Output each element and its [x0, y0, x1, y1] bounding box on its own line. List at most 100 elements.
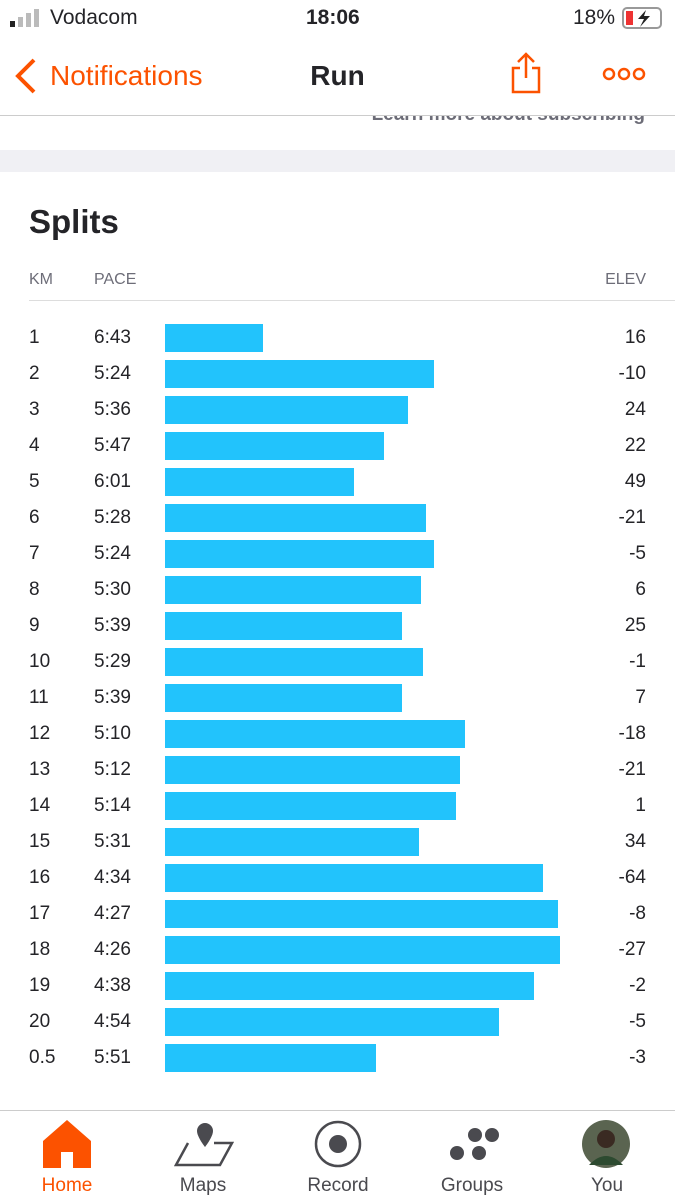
back-button[interactable]: Notifications — [50, 60, 203, 91]
pace-bar — [165, 792, 456, 820]
pace-bar — [165, 972, 534, 1000]
km-cell: 2 — [29, 363, 40, 384]
km-cell: 19 — [29, 975, 51, 996]
km-cell: 17 — [29, 903, 51, 924]
elev-cell: -2 — [629, 975, 646, 996]
pace-cell: 4:27 — [94, 903, 131, 924]
pace-bar — [165, 360, 435, 388]
tab-label[interactable]: Groups — [440, 1175, 504, 1196]
pace-cell: 5:10 — [94, 723, 131, 744]
pace-cell: 5:31 — [94, 831, 131, 852]
header-elev: ELEV — [605, 271, 646, 288]
header-pace: PACE — [94, 271, 137, 288]
elev-cell: -21 — [618, 759, 646, 780]
km-cell: 13 — [29, 759, 51, 780]
pace-bar — [165, 576, 422, 604]
signal-icon — [10, 9, 39, 27]
pace-bar — [165, 324, 263, 352]
km-cell: 15 — [29, 831, 51, 852]
pace-cell: 4:26 — [94, 939, 131, 960]
elev-cell: 49 — [624, 471, 646, 492]
share-icon[interactable] — [510, 52, 542, 94]
km-cell: 12 — [29, 723, 51, 744]
km-cell: 20 — [29, 1011, 51, 1032]
km-cell: 8 — [29, 579, 40, 600]
elev-cell: -18 — [618, 723, 646, 744]
pace-cell: 5:30 — [94, 579, 131, 600]
maps-icon[interactable] — [174, 1121, 234, 1167]
pace-cell: 5:28 — [94, 507, 131, 528]
tab-label[interactable]: Home — [41, 1175, 93, 1196]
km-cell: 0.5 — [29, 1047, 56, 1068]
more-icon[interactable] — [602, 67, 646, 81]
km-cell: 1 — [29, 327, 40, 348]
pace-bar — [165, 432, 385, 460]
km-cell: 18 — [29, 939, 51, 960]
banner-clip: Learn more about subscribing — [0, 116, 675, 130]
pace-bar — [165, 684, 402, 712]
tab-label[interactable]: Maps — [179, 1175, 227, 1196]
pace-cell: 5:39 — [94, 615, 131, 636]
pace-bar — [165, 756, 461, 784]
pace-bar — [165, 468, 355, 496]
pace-cell: 5:29 — [94, 651, 131, 672]
pace-cell: 6:01 — [94, 471, 131, 492]
tab-label[interactable]: Record — [307, 1175, 369, 1196]
km-cell: 7 — [29, 543, 40, 564]
pace-cell: 5:36 — [94, 399, 131, 420]
pace-bar — [165, 828, 420, 856]
groups-icon[interactable] — [448, 1125, 502, 1165]
elev-cell: -5 — [629, 543, 646, 564]
km-cell: 10 — [29, 651, 51, 672]
pace-bar — [165, 720, 465, 748]
km-cell: 14 — [29, 795, 51, 816]
pace-cell: 5:39 — [94, 687, 131, 708]
elev-cell: 34 — [624, 831, 646, 852]
elev-cell: 1 — [635, 795, 646, 816]
record-icon[interactable] — [313, 1119, 363, 1169]
status-bar: Vodacom 18:06 18% — [0, 0, 675, 40]
pace-cell: 5:24 — [94, 543, 131, 564]
km-cell: 5 — [29, 471, 40, 492]
elev-cell: -64 — [618, 867, 646, 888]
back-icon[interactable] — [14, 58, 38, 94]
header-rule — [29, 300, 675, 301]
km-cell: 6 — [29, 507, 40, 528]
battery-icon — [622, 7, 662, 29]
subscribe-link[interactable]: Learn more about subscribing — [372, 116, 645, 126]
tab-bar — [0, 1110, 675, 1201]
carrier: Vodacom — [50, 6, 138, 29]
avatar[interactable] — [581, 1119, 631, 1169]
elev-cell: -27 — [618, 939, 646, 960]
pace-bar — [165, 936, 560, 964]
elev-cell: 16 — [624, 327, 646, 348]
section-title: Splits — [29, 203, 119, 240]
pace-cell: 5:12 — [94, 759, 131, 780]
km-cell: 9 — [29, 615, 40, 636]
pace-cell: 4:38 — [94, 975, 131, 996]
pace-bar — [165, 540, 435, 568]
pace-cell: 5:47 — [94, 435, 131, 456]
pace-cell: 4:34 — [94, 867, 131, 888]
elev-cell: -1 — [629, 651, 646, 672]
elev-cell: 24 — [624, 399, 646, 420]
pace-cell: 4:54 — [94, 1011, 131, 1032]
km-cell: 11 — [29, 687, 49, 708]
pace-bar — [165, 504, 426, 532]
tab-label[interactable]: You — [590, 1175, 624, 1196]
pace-bar — [165, 612, 402, 640]
separator — [0, 150, 675, 172]
pace-bar — [165, 900, 558, 928]
clock: 18:06 — [306, 6, 360, 29]
km-cell: 16 — [29, 867, 51, 888]
pace-cell: 6:43 — [94, 327, 131, 348]
km-cell: 4 — [29, 435, 40, 456]
elev-cell: 22 — [624, 435, 646, 456]
pace-bar — [165, 1008, 500, 1036]
nav-bar: Notifications Run — [0, 40, 675, 116]
pace-bar — [165, 1044, 376, 1072]
home-icon[interactable] — [42, 1119, 92, 1169]
pace-bar — [165, 396, 409, 424]
elev-cell: 25 — [624, 615, 646, 636]
